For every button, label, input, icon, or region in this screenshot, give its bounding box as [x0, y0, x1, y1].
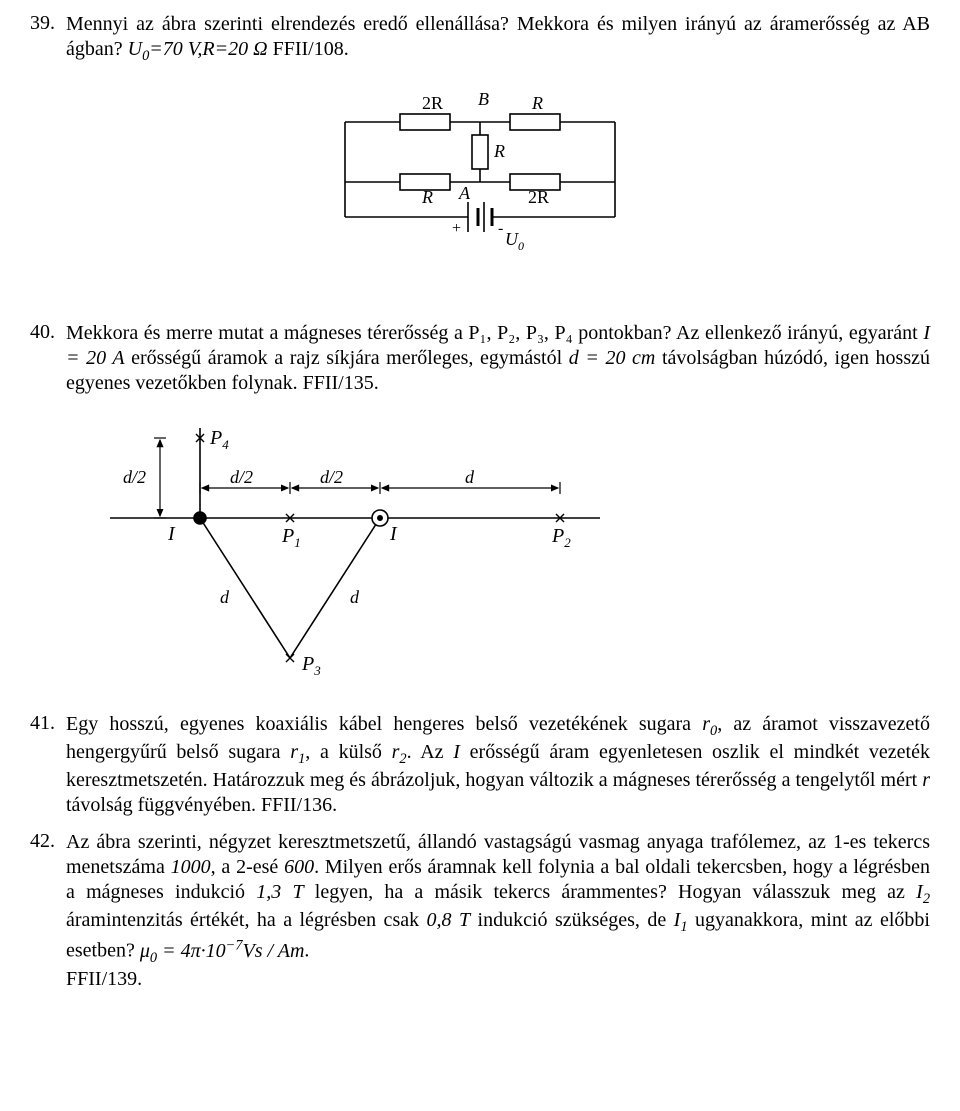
label-d-top: d	[465, 467, 475, 487]
q41-ref: FFII/136.	[261, 794, 337, 816]
label-A: A	[458, 183, 471, 203]
q40-body: Mekkora és merre mutat a mágneses térerő…	[66, 321, 930, 396]
question-40: 40. Mekkora és merre mutat a mágneses té…	[30, 321, 930, 396]
label-I-left: I	[167, 523, 176, 545]
q39-given: U0=70 V,R=20 Ω	[128, 38, 273, 60]
label-d2-2: d/2	[320, 467, 343, 487]
circuit-svg: 2R R R 2R R B A + - U0	[310, 77, 650, 297]
label-B: B	[478, 89, 489, 109]
label-P4: P4	[209, 427, 229, 452]
label-2R-bottom: 2R	[528, 187, 549, 207]
label-P3: P3	[301, 653, 321, 678]
label-P1: P1	[281, 525, 301, 550]
label-d-left: d	[220, 587, 230, 607]
q40-ref: FFII/135.	[303, 372, 379, 394]
q42-body: Az ábra szerinti, négyzet keresztmetszet…	[66, 830, 930, 992]
q39-ref: FFII/108.	[273, 38, 349, 60]
q42-ref: FFII/139.	[66, 968, 142, 990]
label-R-mid: R	[493, 141, 505, 161]
page: 39. Mennyi az ábra szerinti elrendezés e…	[0, 0, 960, 1034]
q40-text-mid: erősségű áramok a rajz síkjára merőleges…	[131, 347, 562, 369]
label-R-bottom: R	[421, 187, 433, 207]
label-R-top: R	[531, 93, 543, 113]
q40-d: d = 20 cm	[569, 347, 656, 369]
q41-number: 41.	[30, 712, 66, 818]
label-d2-vert: d/2	[123, 467, 146, 487]
label-2R-top: 2R	[422, 93, 443, 113]
figure-39: 2R R R 2R R B A + - U0	[30, 77, 930, 303]
label-d2-1: d/2	[230, 467, 253, 487]
q39-body: Mennyi az ábra szerinti elrendezés eredő…	[66, 12, 930, 65]
label-I-right: I	[389, 523, 398, 545]
q40-number: 40.	[30, 321, 66, 396]
q40-text-pre: Mekkora és merre mutat a mágneses térerő…	[66, 322, 918, 344]
label-plus: +	[452, 220, 461, 237]
geometry-svg: P4 d/2 d/2 d/2 d I I P1 P2 d d P3	[90, 408, 610, 688]
question-42: 42. Az ábra szerinti, négyzet keresztmet…	[30, 830, 930, 992]
question-39: 39. Mennyi az ábra szerinti elrendezés e…	[30, 12, 930, 65]
q42-mu0: μ0 = 4π·10−7Vs / Am	[140, 940, 305, 962]
q42-number: 42.	[30, 830, 66, 992]
question-41: 41. Egy hosszú, egyenes koaxiális kábel …	[30, 712, 930, 818]
label-minus: -	[498, 220, 503, 237]
label-P2: P2	[551, 525, 571, 550]
q41-body: Egy hosszú, egyenes koaxiális kábel heng…	[66, 712, 930, 818]
figure-40: P4 d/2 d/2 d/2 d I I P1 P2 d d P3	[30, 408, 960, 694]
q39-number: 39.	[30, 12, 66, 65]
label-d-right: d	[350, 587, 360, 607]
